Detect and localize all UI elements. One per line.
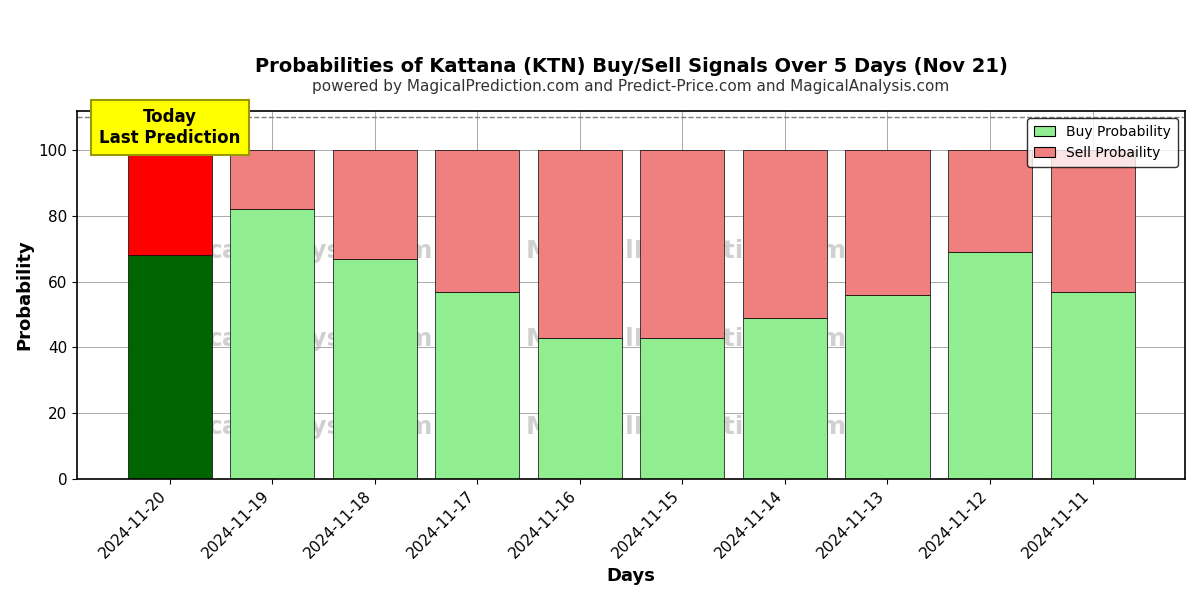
Bar: [332, 259, 416, 479]
Bar: [948, 151, 1032, 252]
Bar: [641, 151, 725, 338]
Text: MagicalPrediction.com: MagicalPrediction.com: [526, 327, 847, 351]
Bar: [641, 338, 725, 479]
Text: calAnalysis.com: calAnalysis.com: [208, 239, 433, 263]
Text: MagicalPrediction.com: MagicalPrediction.com: [526, 239, 847, 263]
Bar: [1050, 292, 1135, 479]
Text: calAnalysis.com: calAnalysis.com: [208, 415, 433, 439]
Bar: [948, 252, 1032, 479]
Legend: Buy Probability, Sell Probaility: Buy Probability, Sell Probaility: [1027, 118, 1178, 167]
Bar: [230, 151, 314, 209]
Bar: [1050, 151, 1135, 292]
Bar: [436, 151, 520, 292]
Text: MagicalPrediction.com: MagicalPrediction.com: [526, 415, 847, 439]
Y-axis label: Probability: Probability: [14, 239, 32, 350]
Bar: [846, 151, 930, 295]
X-axis label: Days: Days: [607, 567, 655, 585]
Bar: [230, 209, 314, 479]
Bar: [436, 292, 520, 479]
Text: powered by MagicalPrediction.com and Predict-Price.com and MagicalAnalysis.com: powered by MagicalPrediction.com and Pre…: [312, 79, 949, 94]
Bar: [538, 151, 622, 338]
Bar: [332, 151, 416, 259]
Bar: [846, 295, 930, 479]
Bar: [127, 151, 211, 256]
Bar: [743, 318, 827, 479]
Bar: [538, 338, 622, 479]
Bar: [743, 151, 827, 318]
Title: Probabilities of Kattana (KTN) Buy/Sell Signals Over 5 Days (Nov 21): Probabilities of Kattana (KTN) Buy/Sell …: [254, 57, 1008, 76]
Bar: [127, 256, 211, 479]
Text: Today
Last Prediction: Today Last Prediction: [98, 108, 240, 147]
Text: calAnalysis.com: calAnalysis.com: [208, 327, 433, 351]
